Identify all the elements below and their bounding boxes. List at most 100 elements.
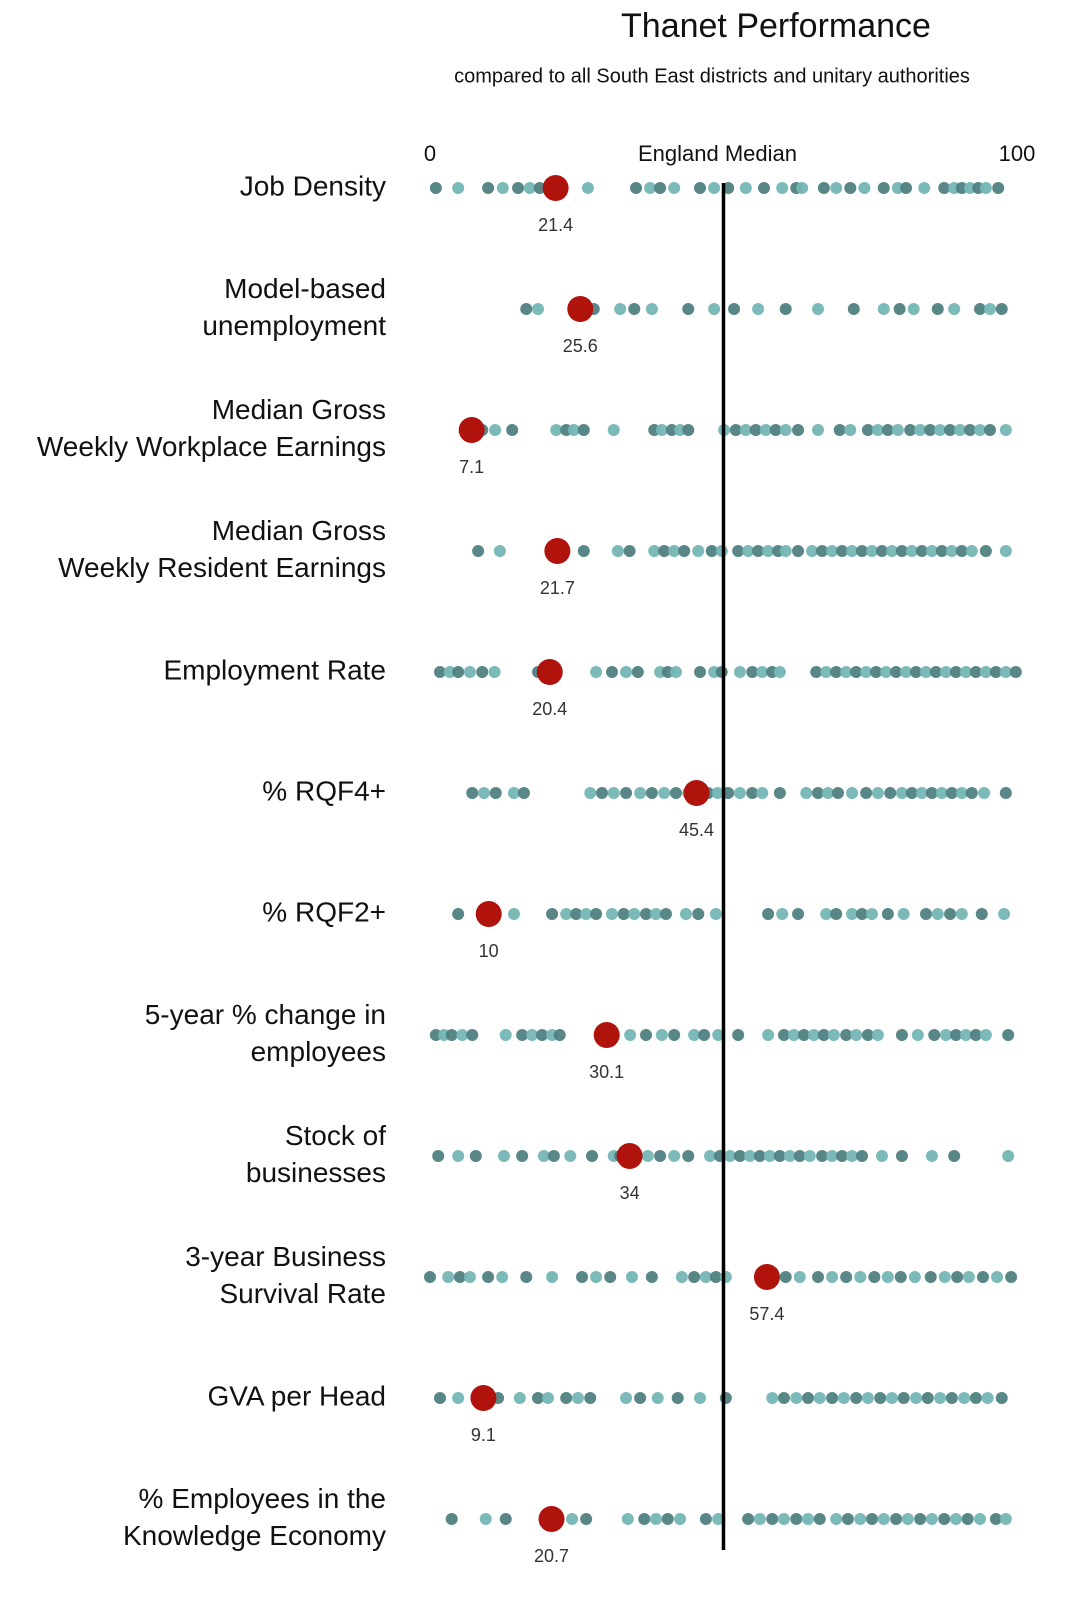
district-dot bbox=[758, 182, 771, 194]
district-dot bbox=[806, 545, 819, 557]
district-dot bbox=[854, 1513, 867, 1525]
district-dot bbox=[773, 787, 786, 799]
district-dot bbox=[776, 908, 789, 920]
district-dot bbox=[668, 182, 681, 194]
row-label: Median Gross bbox=[212, 394, 386, 425]
district-dot bbox=[779, 303, 792, 315]
district-dot bbox=[694, 1392, 707, 1404]
district-dot bbox=[655, 424, 668, 436]
district-dot bbox=[628, 908, 641, 920]
district-dot bbox=[452, 1150, 465, 1162]
district-dot bbox=[890, 1513, 903, 1525]
district-dot bbox=[453, 1271, 466, 1283]
district-dot bbox=[711, 787, 724, 799]
district-dot bbox=[452, 1392, 465, 1404]
district-dot bbox=[649, 1513, 662, 1525]
district-dot bbox=[560, 908, 573, 920]
district-dot bbox=[526, 1029, 539, 1041]
district-dot bbox=[452, 666, 465, 678]
district-dot bbox=[546, 1271, 559, 1283]
district-dot bbox=[516, 1029, 529, 1041]
district-dot bbox=[826, 1150, 839, 1162]
district-dot bbox=[694, 182, 707, 194]
district-dot bbox=[1009, 666, 1022, 678]
district-dot bbox=[792, 424, 805, 436]
district-dot bbox=[817, 1029, 830, 1041]
district-dot bbox=[995, 303, 1008, 315]
district-dot bbox=[866, 1513, 879, 1525]
row-label: Weekly Resident Earnings bbox=[58, 552, 386, 583]
district-dot bbox=[929, 666, 942, 678]
district-dot bbox=[659, 908, 672, 920]
district-dot bbox=[965, 787, 978, 799]
district-dot bbox=[679, 908, 692, 920]
district-dot bbox=[699, 1513, 712, 1525]
row-label: % Employees in the bbox=[139, 1483, 386, 1514]
row-label: Stock of bbox=[285, 1120, 386, 1151]
district-dot bbox=[445, 1029, 458, 1041]
district-dot bbox=[830, 182, 843, 194]
district-dot bbox=[614, 303, 627, 315]
district-dot bbox=[732, 545, 745, 557]
district-dot bbox=[844, 182, 857, 194]
district-dot bbox=[948, 1150, 961, 1162]
district-dot bbox=[742, 1513, 755, 1525]
district-dot bbox=[783, 1150, 796, 1162]
district-dot bbox=[921, 1392, 934, 1404]
thanet-dot bbox=[536, 659, 563, 685]
district-dot bbox=[884, 787, 897, 799]
district-dot bbox=[620, 1392, 633, 1404]
district-dot bbox=[506, 424, 519, 436]
district-dot bbox=[456, 1029, 469, 1041]
district-dot bbox=[944, 908, 957, 920]
district-dot bbox=[797, 1029, 810, 1041]
district-dot bbox=[523, 182, 536, 194]
x-tick-label: 0 bbox=[424, 141, 436, 166]
district-dot bbox=[974, 303, 987, 315]
district-dot bbox=[918, 182, 931, 194]
district-dot bbox=[590, 666, 603, 678]
district-dot bbox=[934, 424, 947, 436]
district-dot bbox=[955, 545, 968, 557]
district-dot bbox=[638, 1513, 651, 1525]
district-dot bbox=[624, 1029, 637, 1041]
district-dot bbox=[719, 1271, 732, 1283]
row-label: Employment Rate bbox=[163, 654, 386, 685]
district-dot bbox=[914, 424, 927, 436]
district-dot bbox=[723, 1150, 736, 1162]
district-dot bbox=[945, 545, 958, 557]
district-dot bbox=[478, 787, 491, 799]
district-dot bbox=[694, 666, 707, 678]
district-dot bbox=[951, 1271, 964, 1283]
district-dot bbox=[640, 1029, 653, 1041]
district-dot bbox=[979, 545, 992, 557]
district-dot bbox=[925, 1513, 938, 1525]
district-dot bbox=[847, 303, 860, 315]
row-label: GVA per Head bbox=[208, 1380, 386, 1411]
district-dot bbox=[944, 424, 957, 436]
district-dot bbox=[830, 1513, 843, 1525]
district-dot bbox=[854, 1271, 867, 1283]
district-dot bbox=[999, 545, 1012, 557]
row-label: Knowledge Economy bbox=[123, 1520, 386, 1551]
district-dot bbox=[831, 787, 844, 799]
thanet-dot bbox=[538, 1506, 565, 1532]
district-dot bbox=[840, 1029, 853, 1041]
district-dot bbox=[856, 908, 869, 920]
district-dot bbox=[752, 303, 765, 315]
district-dot bbox=[881, 424, 894, 436]
district-dot bbox=[432, 1150, 445, 1162]
district-dot bbox=[625, 1271, 638, 1283]
district-dot bbox=[567, 424, 580, 436]
district-dot bbox=[817, 182, 830, 194]
district-dot bbox=[675, 1271, 688, 1283]
district-dot bbox=[816, 1150, 829, 1162]
district-dot bbox=[584, 787, 597, 799]
district-dot bbox=[999, 787, 1012, 799]
district-dot bbox=[482, 1271, 495, 1283]
district-dot bbox=[595, 787, 608, 799]
district-dot bbox=[915, 545, 928, 557]
district-dot bbox=[826, 545, 839, 557]
thanet-dot bbox=[542, 175, 569, 201]
district-dot bbox=[964, 424, 977, 436]
